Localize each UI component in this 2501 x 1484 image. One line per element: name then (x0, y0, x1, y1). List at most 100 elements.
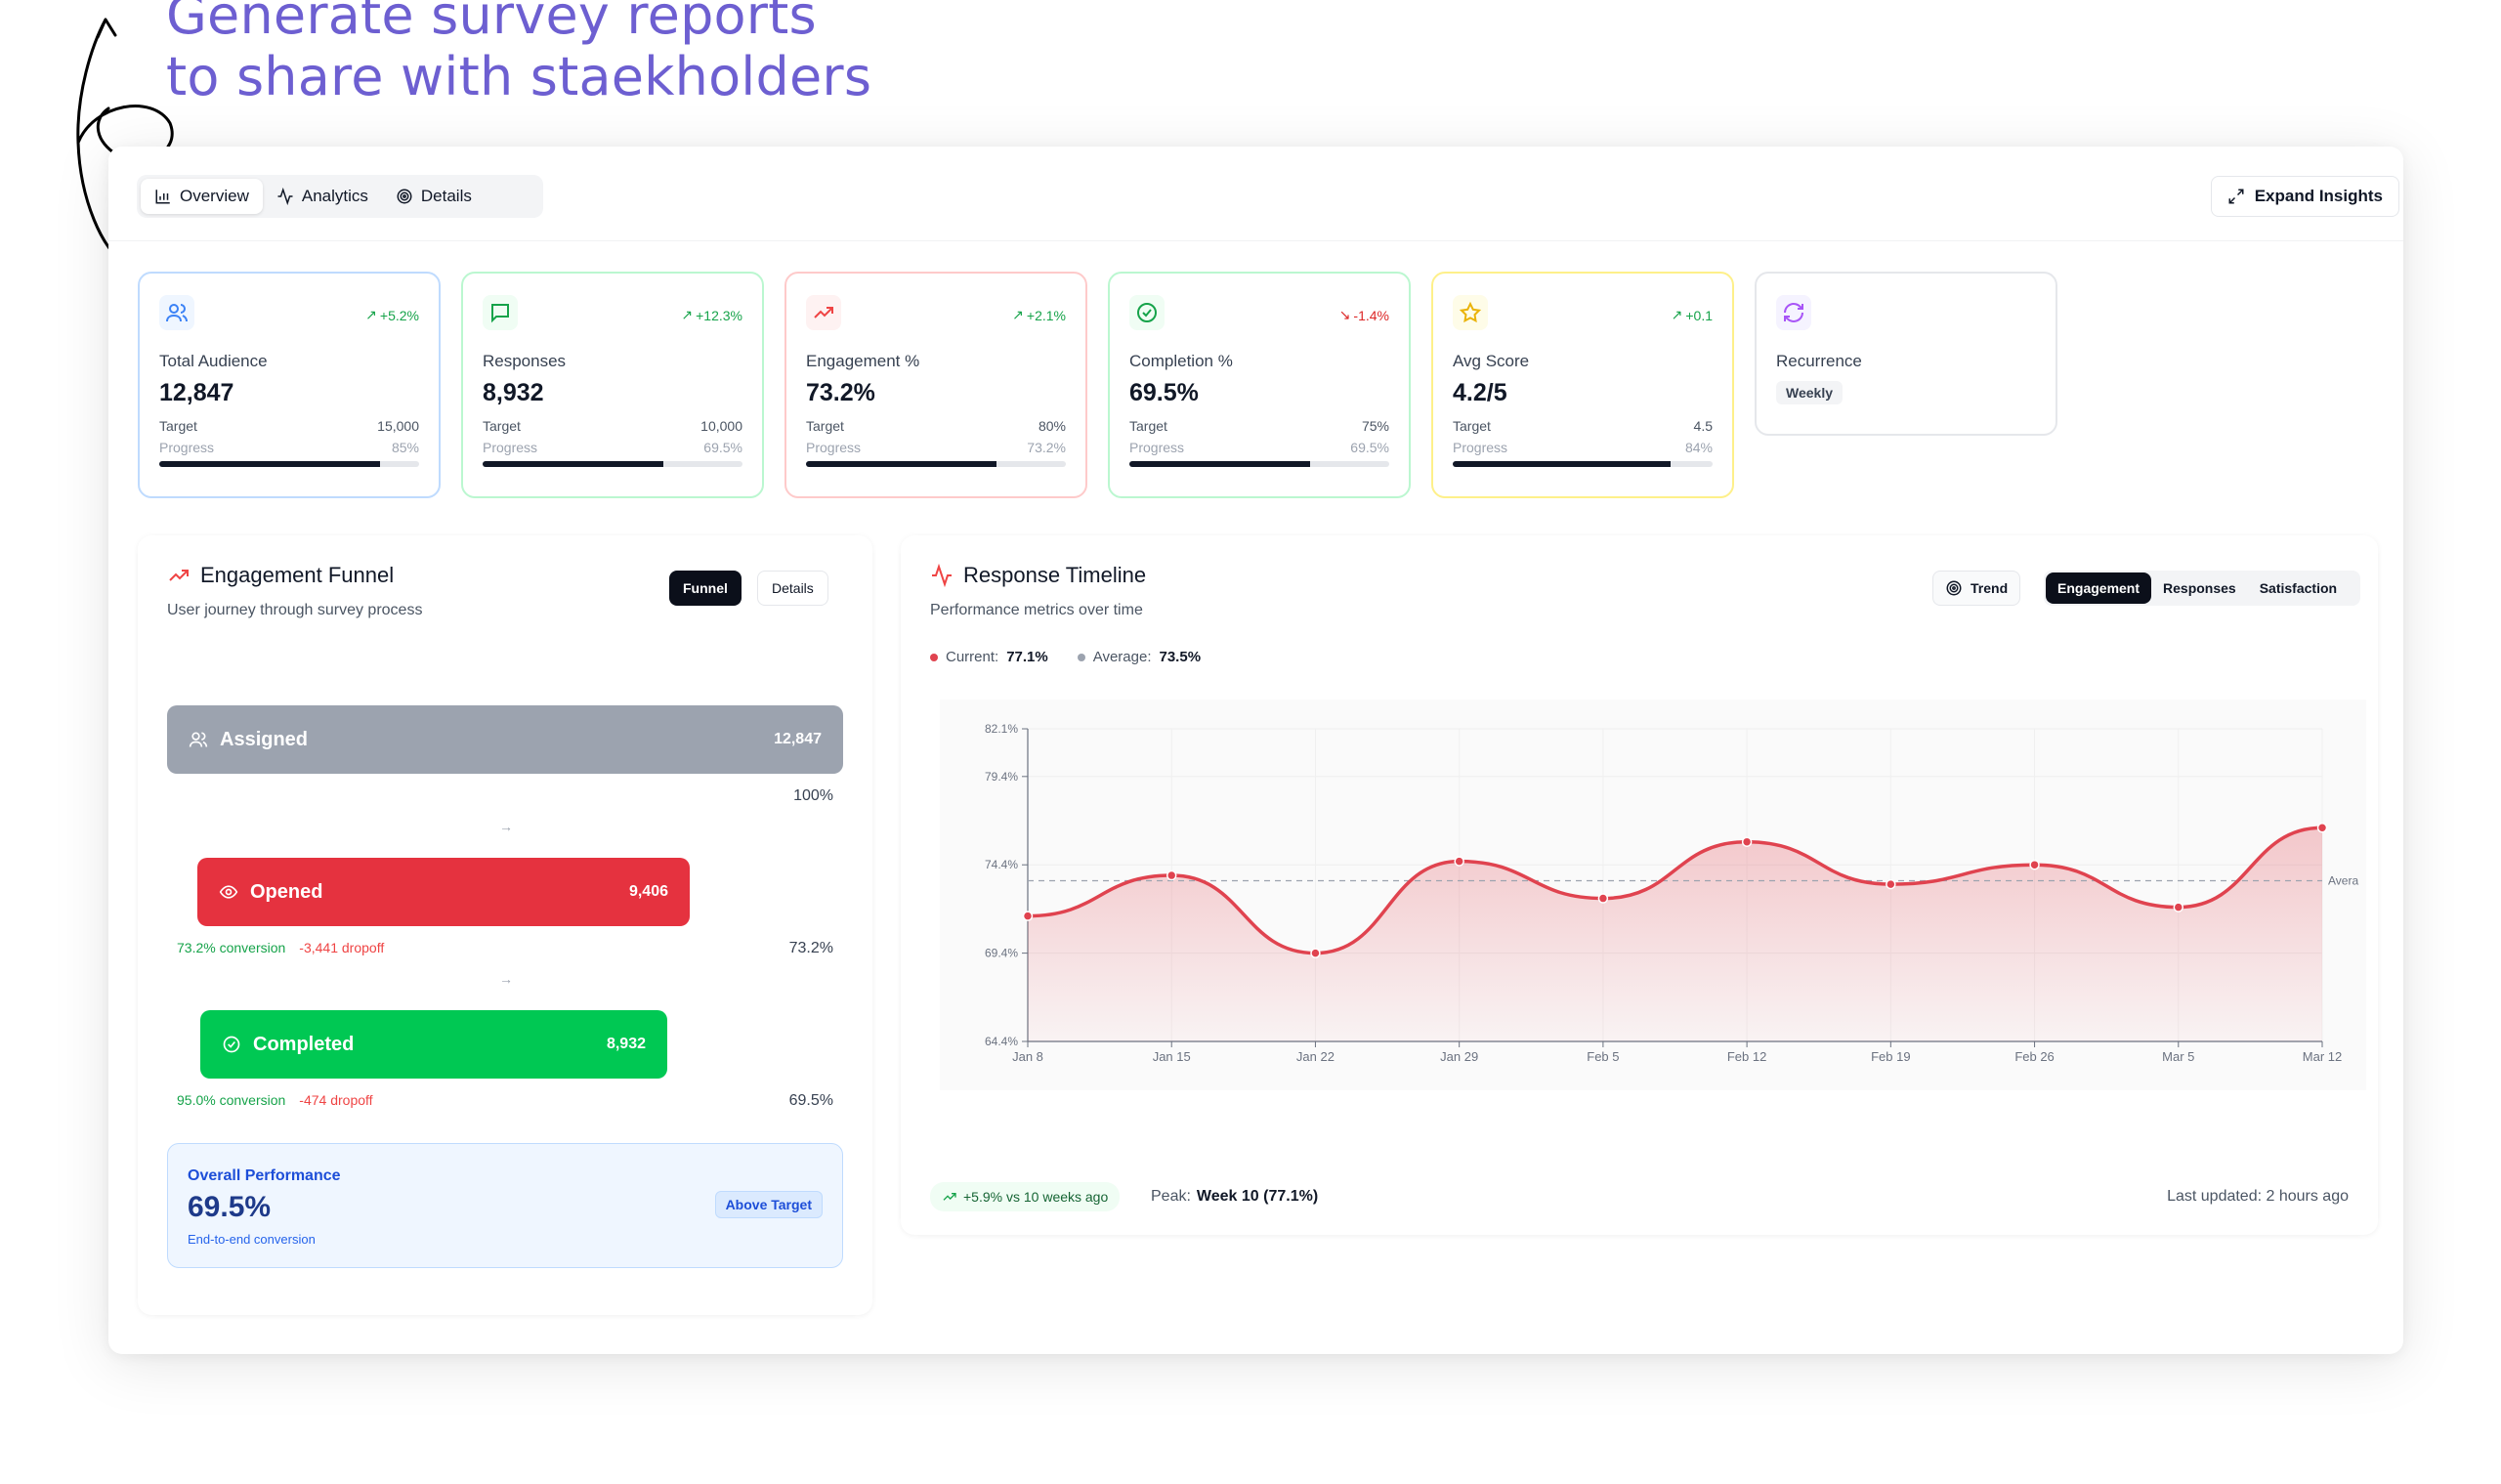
tab-overview-label: Overview (180, 187, 249, 205)
progress-value: 85% (391, 440, 419, 455)
target-icon (397, 189, 412, 204)
progress-bar (806, 461, 1066, 467)
timeline-legend: Current: 77.1% Average: 73.5% (930, 649, 1201, 665)
above-target-badge: Above Target (714, 1191, 823, 1218)
trend-change-badge: +5.9% vs 10 weeks ago (930, 1182, 1121, 1211)
y-tick-label: 64.4% (985, 1035, 1018, 1048)
refresh-icon (1776, 295, 1811, 330)
metric-progress-row: Progress 69.5% (1129, 440, 1389, 455)
funnel-stage-opened[interactable]: Opened 9,406 (197, 858, 690, 926)
peak-label: Peak: (1151, 1188, 1191, 1205)
funnel-title: Engagement Funnel (167, 563, 394, 588)
metric-delta: ↗ +0.1 (1672, 307, 1713, 323)
arrow-down-right-icon: ↘ (1338, 307, 1351, 322)
dashboard-window: Overview Analytics Details Expand Insigh… (108, 147, 2403, 1354)
star-icon (1453, 295, 1488, 330)
data-point (1454, 856, 1464, 867)
progress-bar (159, 461, 419, 467)
stage-opened-count: 9,406 (628, 883, 668, 900)
metric-progress-row: Progress 85% (159, 440, 419, 455)
progress-bar (1453, 461, 1713, 467)
metric-label: Total Audience (159, 352, 268, 370)
y-tick-label: 74.4% (985, 858, 1018, 871)
data-point (2173, 902, 2184, 912)
metric-label: Engagement % (806, 352, 920, 370)
trending-up-icon (943, 1193, 956, 1201)
y-tick-label: 79.4% (985, 770, 1018, 784)
eye-icon (219, 885, 238, 899)
x-tick-label: Jan 22 (1296, 1049, 1335, 1064)
peak-info: Peak: Week 10 (77.1%) (1151, 1188, 1318, 1206)
funnel-view-button[interactable]: Funnel (669, 571, 742, 606)
trend-change-text: +5.9% vs 10 weeks ago (963, 1189, 1109, 1205)
recurrence-label: Recurrence (1776, 352, 1862, 370)
stage-completed-pct: 69.5% (788, 1092, 833, 1109)
expand-insights-button[interactable]: Expand Insights (2210, 176, 2399, 217)
headline-line-1: Generate survey reports (166, 0, 817, 46)
tab-overview[interactable]: Overview (141, 179, 263, 214)
legend-average-dot (1077, 653, 1085, 661)
expand-insights-label: Expand Insights (2254, 187, 2383, 205)
trend-button-label: Trend (1971, 580, 2009, 596)
progress-fill (483, 461, 663, 467)
target-label: Target (159, 418, 197, 434)
metric-label: Responses (483, 352, 567, 370)
metric-target-row: Target 4.5 (1453, 418, 1713, 434)
stage-completed-label: Completed (253, 1033, 355, 1055)
squiggle-arrow-icon (76, 18, 174, 264)
metric-card: ↗ +12.3% Responses 8,932 Target 10,000 Pr… (461, 272, 764, 498)
funnel-stage-completed[interactable]: Completed 8,932 (200, 1010, 667, 1079)
target-value: 4.5 (1693, 418, 1713, 434)
trending-up-icon (169, 570, 189, 581)
activity-icon (932, 564, 952, 587)
tab-engagement[interactable]: Engagement (2046, 572, 2152, 604)
funnel-details-button[interactable]: Details (757, 571, 828, 606)
target-value: 10,000 (700, 418, 742, 434)
expand-icon (2228, 189, 2244, 204)
average-line-label: Avera (2328, 873, 2358, 887)
target-label: Target (806, 418, 844, 434)
progress-bar (483, 461, 742, 467)
users-icon (189, 732, 208, 747)
stage-opened-conversion: 73.2% conversion -3,441 dropoff (177, 940, 384, 955)
header-divider (108, 240, 2403, 241)
legend-current-label: Current: (946, 649, 999, 665)
target-label: Target (483, 418, 521, 434)
progress-fill (806, 461, 996, 467)
target-icon (1946, 580, 1962, 596)
metric-value: 8,932 (483, 379, 544, 406)
metric-progress-row: Progress 69.5% (483, 440, 742, 455)
metric-delta-value: +2.1% (1026, 307, 1066, 323)
response-timeline-chart: 82.1% 79.4% 74.4% 69.4% 64.4%Jan 8 Jan 15 Jan … (940, 700, 2366, 1090)
tab-satisfaction[interactable]: Satisfaction (2259, 580, 2338, 596)
trend-button[interactable]: Trend (1932, 571, 2021, 606)
engagement-funnel-panel: Engagement Funnel User journey through s… (138, 535, 872, 1315)
overall-value: 69.5% (188, 1191, 272, 1223)
response-timeline-panel: Response Timeline Performance metrics ov… (901, 535, 2378, 1235)
target-value: 75% (1361, 418, 1389, 434)
metric-delta-value: +0.1 (1685, 307, 1713, 323)
progress-fill (159, 461, 381, 467)
tab-details[interactable]: Details (382, 179, 486, 214)
metric-label: Avg Score (1453, 352, 1530, 370)
overall-title: Overall Performance (188, 1167, 341, 1184)
x-tick-label: Jan 15 (1153, 1049, 1191, 1064)
metric-delta-value: +12.3% (696, 307, 742, 323)
funnel-title-text: Engagement Funnel (200, 563, 395, 587)
overall-caption: End-to-end conversion (188, 1232, 316, 1247)
metric-delta-value: -1.4% (1353, 307, 1389, 323)
tab-responses[interactable]: Responses (2163, 580, 2236, 596)
metric-target-row: Target 75% (1129, 418, 1389, 434)
funnel-stage-assigned[interactable]: Assigned 12,847 (167, 705, 843, 774)
progress-value: 73.2% (1027, 440, 1066, 455)
tab-analytics[interactable]: Analytics (263, 179, 382, 214)
legend-average: Average: 73.5% (1077, 649, 1201, 665)
progress-fill (1129, 461, 1310, 467)
metric-delta-value: +5.2% (379, 307, 419, 323)
stage-assigned-count: 12,847 (774, 731, 822, 747)
tab-details-label: Details (420, 187, 472, 205)
x-tick-label: Jan 29 (1440, 1049, 1478, 1064)
stage-completed-count: 8,932 (606, 1036, 646, 1052)
last-updated: Last updated: 2 hours ago (2167, 1188, 2349, 1205)
progress-value: 84% (1684, 440, 1713, 455)
